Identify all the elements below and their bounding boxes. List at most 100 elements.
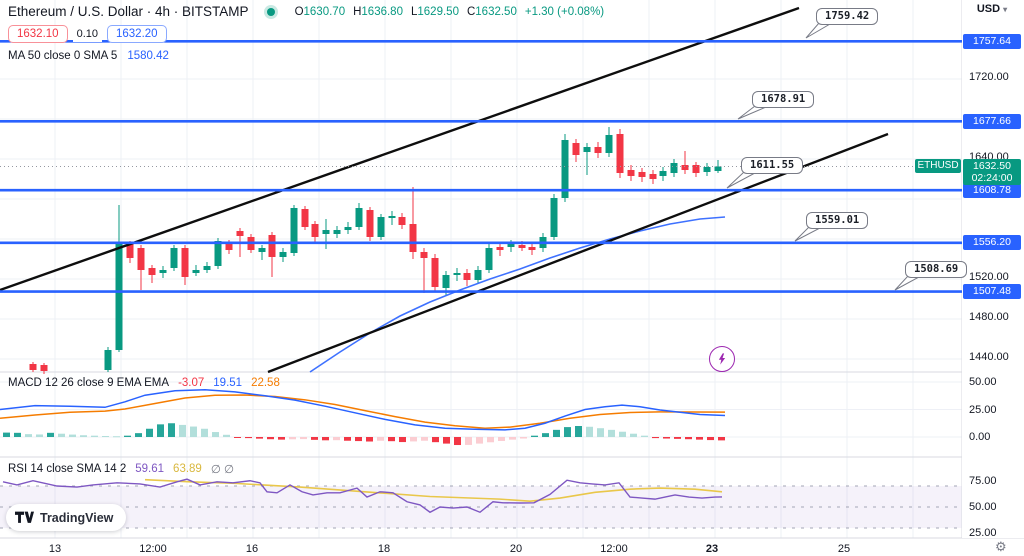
macd-histogram-bar bbox=[652, 437, 659, 439]
candle-body bbox=[431, 258, 439, 287]
candle-body bbox=[115, 243, 123, 350]
macd-histogram-bar bbox=[179, 424, 186, 437]
macd-histogram-bar bbox=[113, 436, 120, 438]
rsi-legend[interactable]: RSI 14 close SMA 14 2 59.61 63.89 ∅ ∅ bbox=[8, 462, 234, 476]
candle-body bbox=[40, 365, 48, 371]
macd-histogram-bar bbox=[124, 435, 131, 437]
candle-body bbox=[398, 217, 406, 225]
macd-histogram-bar bbox=[25, 434, 32, 437]
quick-trade-button[interactable] bbox=[709, 346, 735, 372]
ma-legend[interactable]: MA 50 close 0 SMA 5 1580.42 bbox=[8, 50, 169, 62]
axis-settings-gear-icon[interactable]: ⚙ bbox=[995, 539, 1007, 554]
macd-histogram-bar bbox=[190, 426, 197, 437]
macd-histogram-bar bbox=[377, 437, 384, 441]
high-label: H bbox=[353, 5, 362, 18]
price-callout[interactable]: 1759.42 bbox=[816, 8, 879, 25]
candle-body bbox=[170, 248, 178, 268]
candle-body bbox=[453, 273, 461, 275]
candle-body bbox=[366, 210, 374, 237]
macd-legend[interactable]: MACD 12 26 close 9 EMA EMA -3.07 19.51 2… bbox=[8, 377, 280, 389]
candle-body bbox=[496, 247, 504, 250]
candle-body bbox=[572, 143, 580, 155]
symbol-title[interactable]: Ethereum / U.S. Dollar · 4h · BITSTAMP bbox=[8, 4, 249, 19]
macd-signal-value: 22.58 bbox=[251, 377, 280, 389]
macd-histogram-bar bbox=[91, 435, 98, 437]
rsi-value: 59.61 bbox=[135, 463, 165, 475]
macd-histogram-bar bbox=[157, 424, 164, 437]
macd-histogram-bar bbox=[608, 429, 615, 437]
candle-body bbox=[714, 166, 722, 171]
time-axis-label[interactable]: 23 bbox=[705, 543, 719, 555]
macd-histogram-bar bbox=[311, 437, 318, 440]
time-axis-label[interactable]: 12:00 bbox=[600, 543, 628, 555]
price-callout[interactable]: 1508.69 bbox=[905, 261, 968, 278]
chevron-down-icon: ▾ bbox=[1003, 5, 1008, 14]
time-axis-label[interactable]: 25 bbox=[837, 543, 851, 555]
ma-legend-value: 1580.42 bbox=[127, 50, 169, 62]
candle-body bbox=[258, 248, 266, 252]
macd-histogram-bar bbox=[212, 432, 219, 437]
time-axis-label[interactable]: 18 bbox=[377, 543, 391, 555]
rsi-axis-tick: 75.00 bbox=[969, 474, 997, 487]
macd-histogram-bar bbox=[69, 434, 76, 437]
macd-histogram-bar bbox=[168, 423, 175, 437]
lightning-icon bbox=[718, 353, 726, 365]
macd-axis-tick: 25.00 bbox=[969, 403, 997, 416]
candle-body bbox=[126, 243, 134, 258]
macd-histogram-bar bbox=[520, 437, 527, 439]
sell-button[interactable]: 1632.10 bbox=[8, 25, 68, 43]
candle-body bbox=[681, 165, 689, 170]
price-axis[interactable]: 1632.50 02:24:00 1720.00 1640.00 1520.00 14… bbox=[962, 0, 1024, 539]
candle-body bbox=[225, 243, 233, 250]
candle-body bbox=[507, 243, 515, 247]
change-value: +1.30 (+0.08%) bbox=[524, 5, 605, 18]
price-callout[interactable]: 1611.55 bbox=[741, 157, 804, 174]
ma50-line[interactable] bbox=[309, 216, 726, 373]
macd-histogram-bar bbox=[465, 437, 472, 445]
candle-body bbox=[594, 147, 602, 153]
time-axis-label[interactable]: 16 bbox=[245, 543, 259, 555]
macd-axis-tick: 0.00 bbox=[969, 431, 991, 443]
macd-histogram-bar bbox=[674, 437, 681, 439]
candle-body bbox=[29, 364, 37, 370]
level-price-tag: 1608.78 bbox=[963, 182, 1021, 198]
time-axis-label[interactable]: 20 bbox=[509, 543, 523, 555]
tradingview-logo-text: TradingView bbox=[40, 510, 114, 525]
ohlc-readout: O1630.70 H1636.80 L1629.50 C1632.50 +1.3… bbox=[295, 6, 605, 18]
candle-body bbox=[311, 224, 319, 237]
macd-signal-line bbox=[0, 394, 726, 429]
macd-histogram-bar bbox=[597, 428, 604, 437]
time-axis-label[interactable]: 12:00 bbox=[139, 543, 167, 555]
candle-body bbox=[236, 231, 244, 236]
open-value: 1630.70 bbox=[303, 5, 346, 18]
candle-body bbox=[627, 170, 635, 176]
rsi-sma-value: 63.89 bbox=[173, 463, 202, 475]
candle-body bbox=[583, 147, 591, 152]
low-value: 1629.50 bbox=[417, 5, 459, 18]
macd-histogram-bar bbox=[498, 437, 505, 441]
ma-legend-label: MA 50 close 0 SMA 5 bbox=[8, 50, 118, 62]
candle-body bbox=[463, 273, 471, 280]
macd-histogram-bar bbox=[663, 437, 670, 439]
macd-histogram-bar bbox=[586, 426, 593, 437]
macd-histogram-bar bbox=[641, 435, 648, 437]
currency-switcher[interactable]: USD ▾ bbox=[963, 3, 1021, 15]
price-callout[interactable]: 1678.91 bbox=[752, 91, 815, 108]
candle-body bbox=[616, 134, 624, 173]
macd-histogram-bar bbox=[289, 437, 296, 440]
level-price-tag: 1507.48 bbox=[963, 284, 1021, 300]
time-axis-label[interactable]: 13 bbox=[48, 543, 62, 555]
candle-body bbox=[322, 230, 330, 234]
macd-histogram-bar bbox=[80, 435, 87, 437]
buy-button[interactable]: 1632.20 bbox=[107, 25, 167, 43]
tradingview-logo[interactable]: TradingView bbox=[6, 504, 127, 531]
macd-histogram-bar bbox=[388, 437, 395, 442]
macd-histogram-bar bbox=[487, 437, 494, 443]
macd-histogram-bar bbox=[36, 434, 43, 437]
price-callout[interactable]: 1559.01 bbox=[806, 212, 869, 229]
candle-body bbox=[290, 208, 298, 253]
candle-body bbox=[181, 248, 189, 277]
price-axis-tick: 1480.00 bbox=[969, 311, 1009, 323]
candle-body bbox=[561, 140, 569, 198]
level-price-tag: 1677.66 bbox=[963, 113, 1021, 129]
